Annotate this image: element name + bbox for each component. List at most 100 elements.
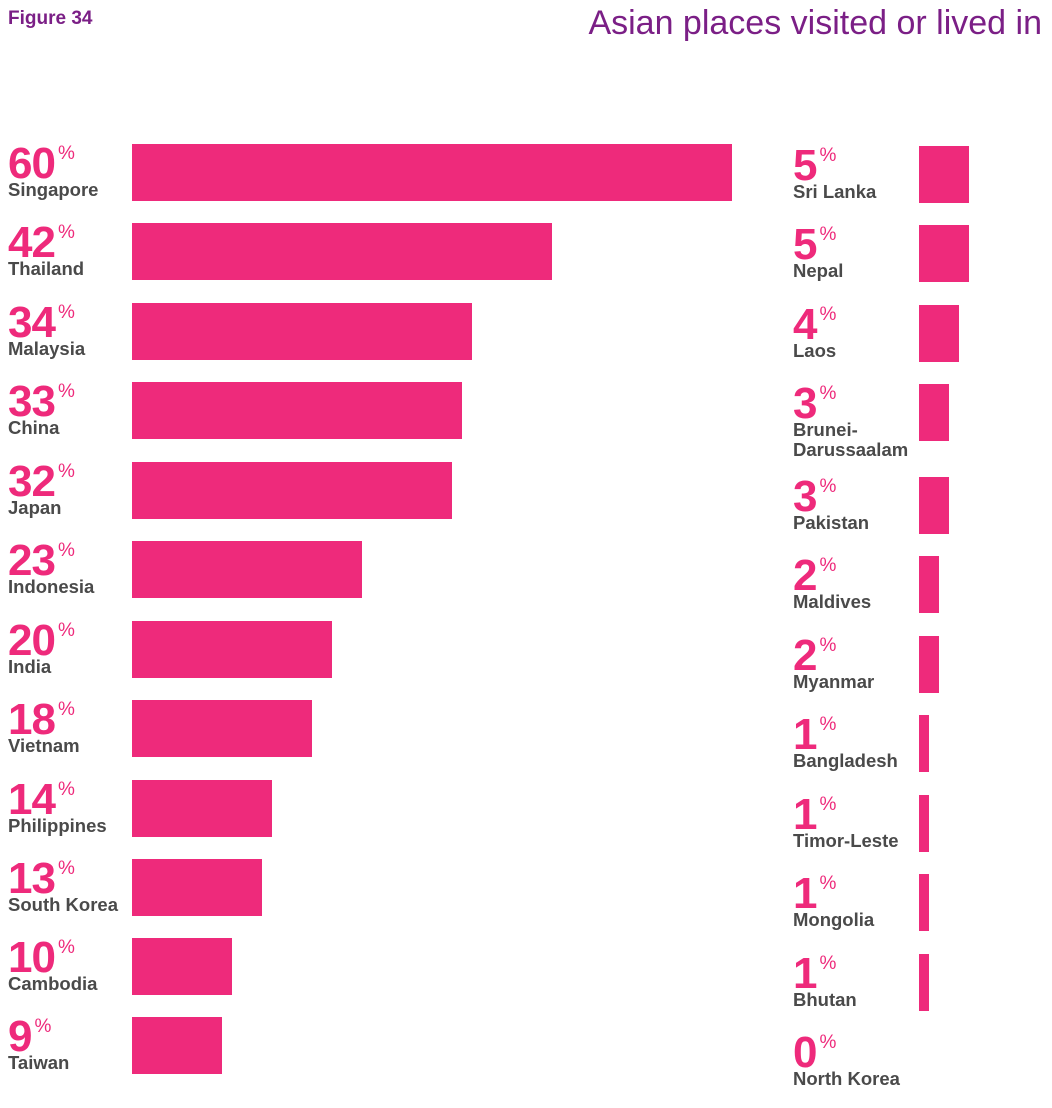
percent-sign: % [819,953,837,974]
percent-value: 42% [8,221,84,265]
bar [132,541,362,598]
category-label: Brunei- Darussaalam [793,419,909,460]
percent-number: 34 [8,298,56,347]
percent-sign: % [819,304,837,325]
percent-sign: % [57,302,75,323]
percent-value: 5% [793,144,876,188]
bar-row: 13% South Korea [8,857,118,915]
percent-value: 13% [8,857,118,901]
bar-row: 32% Japan [8,460,75,518]
bar-row: 60% Singapore [8,142,98,200]
bar-row: 1% Timor-Leste [793,793,899,851]
percent-sign: % [819,794,837,815]
percent-number: 5 [793,141,818,190]
bar [132,382,462,439]
bar-row: 2% Myanmar [793,634,874,692]
bar-row: 1% Bangladesh [793,713,898,771]
category-label: North Korea [793,1068,900,1089]
bar [132,621,332,678]
bar-row: 3% Brunei- Darussaalam [793,382,908,460]
category-label: Sri Lanka [793,181,877,202]
bar [132,859,262,916]
bar-row: 1% Bhutan [793,952,857,1010]
percent-value: 2% [793,634,874,678]
category-label: Timor-Leste [793,830,899,851]
category-label: Taiwan [8,1052,70,1073]
percent-number: 1 [793,869,818,918]
bar-row: 14% Philippines [8,778,107,836]
category-label: Bangladesh [793,750,898,771]
bar-row: 0% North Korea [793,1031,900,1089]
figure-label: Figure 34 [8,8,93,29]
percent-value: 33% [8,380,75,424]
percent-value: 18% [8,698,80,742]
percent-value: 34% [8,301,85,345]
percent-value: 5% [793,223,843,267]
percent-sign: % [57,620,75,641]
percent-number: 14 [8,775,56,824]
bar [132,462,452,519]
category-label: Mongolia [793,909,875,930]
bar-row: 4% Laos [793,303,836,361]
percent-number: 42 [8,218,56,267]
percent-number: 2 [793,631,818,680]
category-label: China [8,417,60,438]
percent-sign: % [819,1032,837,1053]
chart-title: Asian places visited or lived in [588,4,1042,42]
category-label: Laos [793,340,837,361]
percent-number: 1 [793,710,818,759]
percent-sign: % [819,383,837,404]
bar-row: 5% Sri Lanka [793,144,876,202]
bar [919,225,969,282]
percent-sign: % [819,714,837,735]
percent-sign: % [819,224,837,245]
percent-sign: % [57,858,75,879]
percent-sign: % [819,873,837,894]
bar-row: 20% India [8,619,75,677]
category-label: Myanmar [793,671,875,692]
percent-sign: % [57,381,75,402]
percent-sign: % [57,699,75,720]
percent-sign: % [34,1016,52,1037]
percent-sign: % [57,461,75,482]
bar [919,795,929,852]
category-label: Singapore [8,179,99,200]
percent-number: 18 [8,695,56,744]
percent-number: 33 [8,377,56,426]
percent-value: 2% [793,554,871,598]
bar-row: 1% Mongolia [793,872,874,930]
percent-number: 3 [793,472,818,521]
category-label: Cambodia [8,973,98,994]
bar [132,938,232,995]
bar [919,146,969,203]
percent-value: 1% [793,793,899,837]
percent-number: 9 [8,1012,33,1061]
percent-value: 32% [8,460,75,504]
bar-row: 9% Taiwan [8,1015,69,1073]
bar [919,636,939,693]
category-label: Philippines [8,815,107,836]
percent-value: 1% [793,713,898,757]
percent-sign: % [819,145,837,166]
bar [132,780,272,837]
percent-number: 4 [793,300,818,349]
percent-sign: % [57,937,75,958]
bar-row: 33% China [8,380,75,438]
percent-value: 4% [793,303,836,347]
category-label: Maldives [793,591,872,612]
bar-row: 10% Cambodia [8,936,97,994]
bar [919,556,939,613]
percent-value: 23% [8,539,94,583]
category-label: Nepal [793,260,844,281]
category-label: Malaysia [8,338,86,359]
percent-sign: % [819,635,837,656]
percent-sign: % [819,555,837,576]
bar [919,477,949,534]
bar [132,1017,222,1074]
bar [919,305,959,362]
percent-value: 60% [8,142,98,186]
bar [919,874,929,931]
percent-number: 23 [8,536,56,585]
bar [919,715,929,772]
percent-number: 20 [8,616,56,665]
